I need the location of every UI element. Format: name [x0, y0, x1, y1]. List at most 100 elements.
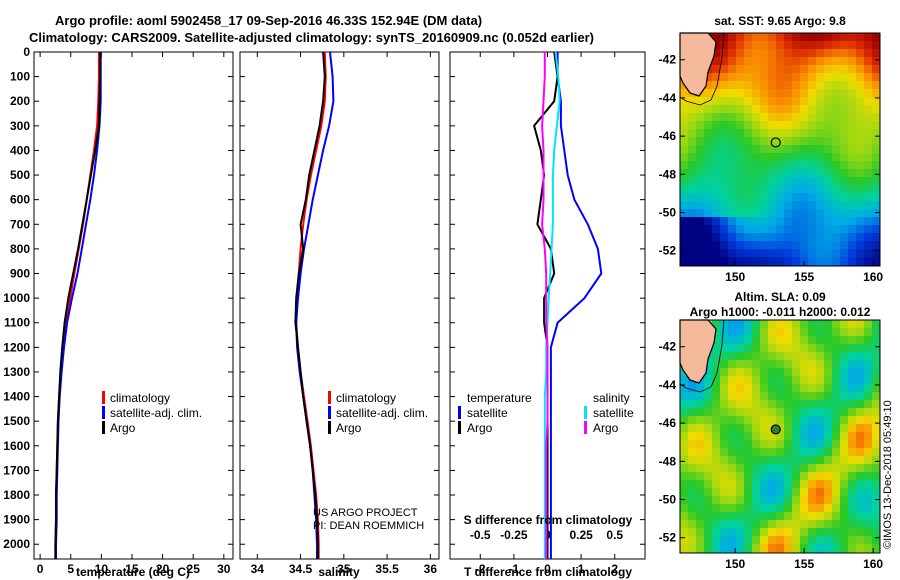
sst-cell — [704, 81, 712, 89]
sst-cell — [704, 73, 712, 81]
sst-cell — [728, 97, 736, 105]
sla-cell — [848, 512, 856, 520]
sst-cell — [864, 209, 872, 217]
sst-cell — [768, 65, 776, 73]
sst-cell — [680, 169, 688, 177]
sst-cell — [720, 137, 728, 145]
sst-cell — [800, 97, 808, 105]
sst-cell — [680, 89, 688, 97]
sst-cell — [792, 41, 800, 49]
sst-cell — [816, 57, 824, 65]
sst-cell — [800, 145, 808, 153]
sla-cell — [800, 464, 808, 472]
sst-cell — [808, 169, 816, 177]
sst-cell — [720, 89, 728, 97]
sla-cell — [856, 336, 864, 344]
sla-cell — [704, 432, 712, 440]
sla-cell — [752, 440, 760, 448]
sst-cell — [824, 57, 832, 65]
sst-cell — [824, 41, 832, 49]
sla-cell — [816, 336, 824, 344]
sla-cell — [736, 528, 744, 536]
sla-cell — [832, 544, 840, 552]
sla-cell — [808, 416, 816, 424]
sla-cell — [832, 472, 840, 480]
sla-cell — [728, 496, 736, 504]
sla-cell — [856, 416, 864, 424]
sla-cell — [768, 456, 776, 464]
sla-cell — [784, 368, 792, 376]
sst-cell — [800, 105, 808, 113]
sla-cell — [872, 392, 880, 400]
sst-cell — [704, 169, 712, 177]
sst-cell — [840, 217, 848, 225]
sla-cell — [688, 384, 696, 392]
sst-cell — [776, 81, 784, 89]
sst-cell — [856, 153, 864, 161]
sst-cell — [760, 153, 768, 161]
sst-cell — [736, 89, 744, 97]
sla-cell — [848, 360, 856, 368]
sst-cell — [704, 225, 712, 233]
sla-cell — [728, 416, 736, 424]
sst-cell — [808, 193, 816, 201]
sla-cell — [800, 504, 808, 512]
sst-cell — [688, 161, 696, 169]
sla-cell — [680, 504, 688, 512]
sst-cell — [776, 145, 784, 153]
sla-cell — [832, 360, 840, 368]
sla-cell — [832, 352, 840, 360]
sst-cell — [720, 105, 728, 113]
sst-cell — [856, 113, 864, 121]
depth-tick-label: 0 — [23, 45, 30, 59]
sst-cell — [736, 257, 744, 265]
sla-cell — [848, 392, 856, 400]
sst-cell — [680, 137, 688, 145]
depth-tick-label: 2000 — [3, 537, 30, 551]
legend-t-satellite-label: satellite — [467, 406, 508, 420]
sla-cell — [760, 464, 768, 472]
sst-cell — [728, 105, 736, 113]
sst-cell — [848, 33, 856, 41]
sla-cell — [856, 512, 864, 520]
sst-cell — [712, 89, 720, 97]
sla-cell — [768, 496, 776, 504]
sst-cell — [784, 201, 792, 209]
sla-cell — [856, 536, 864, 544]
sst-cell — [776, 177, 784, 185]
sla-cell — [848, 488, 856, 496]
sst-cell — [712, 81, 720, 89]
sst-cell — [872, 241, 880, 249]
temperature-ticks: 0100200300400500600700800900100011001200… — [3, 45, 233, 576]
sla-cell — [816, 416, 824, 424]
sla-cell — [720, 456, 728, 464]
sla-cell — [768, 464, 776, 472]
sla-cell — [712, 352, 720, 360]
sla-cell — [744, 528, 752, 536]
sla-cell — [760, 504, 768, 512]
sla-cell — [848, 472, 856, 480]
sst-cell — [776, 153, 784, 161]
sst-cell — [680, 145, 688, 153]
sst-cell — [792, 233, 800, 241]
sst-cell — [856, 33, 864, 41]
sla-cell — [800, 416, 808, 424]
sla-cell — [704, 408, 712, 416]
sla-cell — [704, 416, 712, 424]
legend-climatology-swatch — [102, 391, 105, 404]
sst-cell — [744, 57, 752, 65]
sla-cell — [872, 448, 880, 456]
sla-cell — [760, 352, 768, 360]
sst-cell — [776, 161, 784, 169]
sst-cell — [864, 257, 872, 265]
sst-cell — [856, 121, 864, 129]
sla-cell — [752, 528, 760, 536]
sst-cell — [824, 161, 832, 169]
sla-cell — [792, 352, 800, 360]
sst-cell — [848, 129, 856, 137]
sla-cell — [736, 368, 744, 376]
legend-climatology-swatch — [328, 391, 331, 404]
sla-cell — [704, 376, 712, 384]
